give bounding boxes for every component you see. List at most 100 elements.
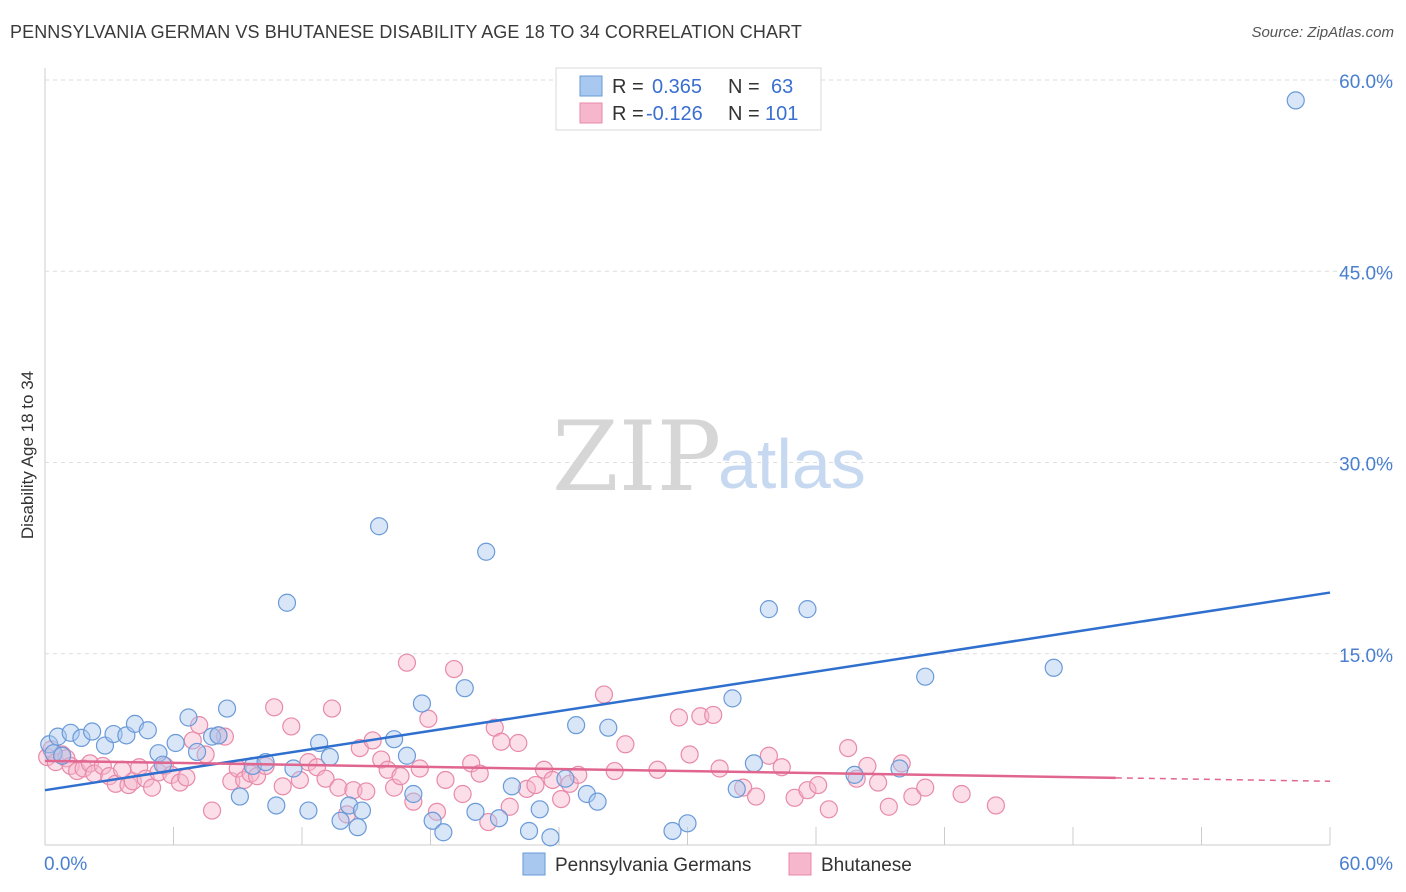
data-point <box>331 811 350 830</box>
legend-n-label-2: N = <box>728 103 760 125</box>
series-legend-label-2: Bhutanese <box>821 855 912 876</box>
series-legend-label-1: Pennsylvania Germans <box>555 855 751 876</box>
data-point <box>1044 658 1063 677</box>
data-point <box>455 679 474 698</box>
legend-n-label-1: N = <box>728 76 760 98</box>
data-point <box>798 600 817 619</box>
data-point <box>282 717 301 736</box>
data-point <box>372 750 391 769</box>
data-point <box>410 759 429 778</box>
stats-legend: R = 0.365 N = 63 R = -0.126 N = 101 <box>555 67 822 131</box>
data-point <box>290 770 309 790</box>
data-point <box>869 773 888 792</box>
data-point <box>179 708 198 727</box>
source-label: Source: ZipAtlas.com <box>1251 24 1394 41</box>
data-point <box>384 778 404 797</box>
data-point <box>322 699 342 718</box>
data-point <box>952 784 971 804</box>
data-point <box>890 759 909 778</box>
data-point <box>453 784 472 804</box>
data-point <box>489 809 509 828</box>
data-point <box>526 775 545 795</box>
data-point <box>265 698 284 717</box>
data-point <box>104 724 123 744</box>
data-point <box>567 716 586 735</box>
data-point <box>436 770 455 790</box>
data-point <box>370 517 389 536</box>
data-point <box>202 801 222 820</box>
data-point <box>215 727 234 746</box>
x-tick-label-min: 0.0% <box>44 854 87 875</box>
data-point <box>798 781 817 800</box>
data-point <box>466 802 485 821</box>
data-point <box>710 759 729 778</box>
legend-r-value-2: -0.126 <box>646 103 703 125</box>
data-point <box>552 789 571 809</box>
series-legend-swatch-blue <box>522 852 546 876</box>
legend-n-value-1: 63 <box>771 76 793 98</box>
data-point <box>72 728 91 748</box>
series-legend-swatch-pink <box>788 852 812 876</box>
legend-swatch-blue <box>579 75 603 97</box>
data-point <box>519 821 539 841</box>
data-point <box>217 699 237 718</box>
data-point <box>916 667 935 686</box>
trendline-bhutanese <box>44 759 1116 780</box>
data-point <box>704 705 723 725</box>
data-point <box>142 778 162 797</box>
y-tick-labels: 15.0% 30.0% 45.0% 60.0% <box>1339 72 1393 667</box>
data-point <box>357 782 376 801</box>
data-point <box>839 738 858 758</box>
data-point <box>299 801 318 820</box>
watermark-zip: ZIP <box>552 401 721 513</box>
data-point <box>1286 91 1305 110</box>
data-point <box>541 828 560 847</box>
data-point <box>412 694 432 713</box>
x-tick-label-max: 60.0% <box>1339 854 1393 875</box>
data-point <box>599 718 618 737</box>
trendline-pennsylvania-germans <box>44 591 1331 792</box>
legend-n-value-2: 101 <box>765 103 798 125</box>
data-point <box>348 818 367 837</box>
data-point <box>819 800 838 819</box>
legend-r-label-2: R = <box>612 103 644 125</box>
data-point <box>916 778 935 797</box>
data-point <box>663 821 682 841</box>
data-point <box>230 787 249 806</box>
data-point <box>680 745 699 764</box>
y-tick-label: 45.0% <box>1339 263 1393 284</box>
data-point <box>177 768 196 787</box>
data-point <box>492 732 511 751</box>
data-point <box>734 778 753 797</box>
data-point <box>352 801 372 820</box>
data-point <box>809 775 828 795</box>
data-point <box>166 733 185 753</box>
data-point <box>202 727 222 746</box>
legend-swatch-pink <box>579 102 603 124</box>
data-point <box>691 707 710 726</box>
y-tick-label: 15.0% <box>1339 646 1393 667</box>
data-point <box>744 754 763 773</box>
data-point <box>316 769 335 788</box>
trendlines <box>44 591 1331 792</box>
data-point <box>903 787 922 806</box>
legend-r-value-1: 0.365 <box>652 76 702 98</box>
data-point <box>669 708 689 727</box>
data-point <box>273 777 292 796</box>
data-point <box>83 722 102 741</box>
gridlines <box>45 79 1393 655</box>
data-point <box>759 600 778 619</box>
data-point <box>277 593 297 612</box>
data-point <box>986 796 1006 815</box>
data-point <box>397 746 417 765</box>
data-point <box>479 812 498 832</box>
data-point <box>397 653 417 672</box>
data-point <box>187 742 207 762</box>
data-point <box>879 797 898 816</box>
watermark-atlas: atlas <box>718 425 866 503</box>
data-point <box>470 764 489 783</box>
series-legend: Pennsylvania Germans Bhutanese <box>522 852 912 876</box>
data-point <box>530 800 549 819</box>
data-point <box>423 811 442 830</box>
data-point <box>727 779 746 799</box>
